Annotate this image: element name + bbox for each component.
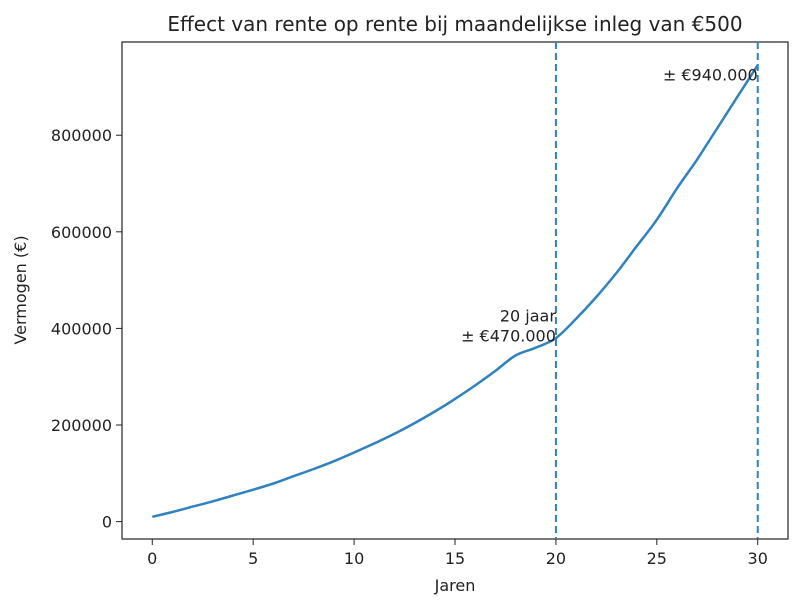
y-tick-label: 200000 — [51, 416, 112, 435]
series-layer — [152, 64, 759, 519]
x-tick-label: 30 — [748, 549, 768, 568]
series-line — [152, 64, 759, 519]
x-tick-label: 5 — [248, 549, 258, 568]
y-tick-label: 600000 — [51, 223, 112, 242]
annotation-label: ± €470.000 — [461, 326, 556, 345]
x-tick-label: 0 — [147, 549, 157, 568]
x-tick-label: 10 — [344, 549, 364, 568]
x-axis-label: Jaren — [434, 576, 476, 595]
y-tick-label: 400000 — [51, 319, 112, 338]
annotations: 20 jaar± €470.000 ± €940.000 — [461, 66, 758, 346]
annotation-label: ± €940.000 — [663, 66, 758, 85]
x-tick-label: 20 — [546, 549, 566, 568]
plot-area-frame — [121, 41, 789, 540]
x-tick-label: 25 — [647, 549, 667, 568]
y-tick-label: 0 — [102, 513, 112, 532]
y-tick-label: 800000 — [51, 126, 112, 145]
y-axis-label: Vermogen (€) — [11, 235, 30, 344]
chart-title: Effect van rente op rente bij maandelijk… — [167, 12, 742, 36]
x-axis-ticks: 0 5 10 15 20 25 30 — [147, 539, 768, 568]
reference-lines — [554, 42, 759, 539]
annotation-label: 20 jaar — [500, 306, 557, 325]
y-axis-ticks: 0 200000 400000 600000 800000 — [51, 126, 122, 532]
x-tick-label: 15 — [445, 549, 465, 568]
